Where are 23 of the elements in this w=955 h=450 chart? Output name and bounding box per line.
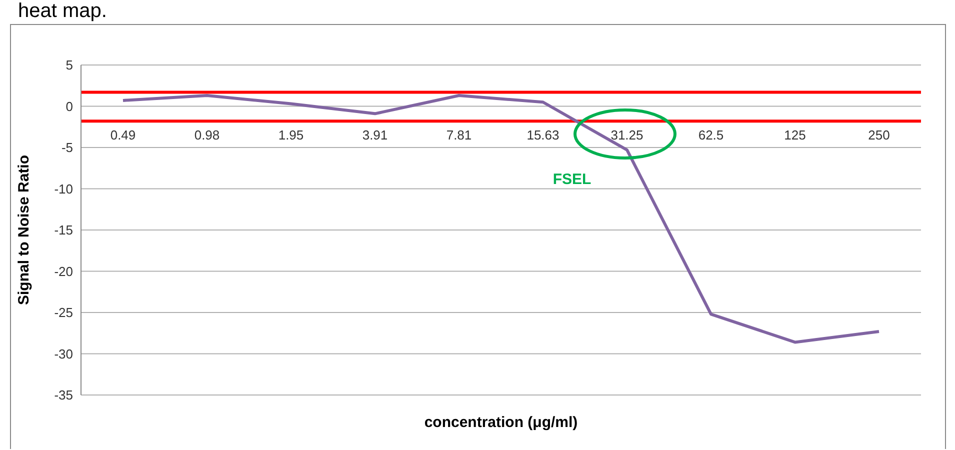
x-tick-label: 1.95 xyxy=(278,127,304,142)
x-axis-title: concentration (μg/ml) xyxy=(424,414,578,431)
annotation: FSEL xyxy=(552,170,592,188)
x-tick-label: 250 xyxy=(868,127,890,142)
x-tick-label: 0.49 xyxy=(110,127,136,142)
x-tick-label: 15.63 xyxy=(526,127,560,142)
x-tick-label: 62.5 xyxy=(698,127,724,142)
x-tick-label: 3.91 xyxy=(362,127,388,142)
y-tick-label: 0 xyxy=(66,98,73,114)
y-tick-label: -15 xyxy=(54,222,73,238)
y-tick-label: -5 xyxy=(61,140,73,156)
y-tick-label: -25 xyxy=(54,305,73,320)
x-tick-label: 0.98 xyxy=(194,127,220,142)
y-tick-label: -10 xyxy=(54,181,73,196)
y-tick-label: -20 xyxy=(54,264,73,279)
y-tick-label: -30 xyxy=(54,346,73,362)
x-tick-label: 7.81 xyxy=(446,127,472,142)
y-tick-label: -35 xyxy=(54,388,73,403)
y-axis-title: Signal to Noise Ratio xyxy=(15,154,32,306)
x-tick-label: 31.25 xyxy=(610,127,644,142)
text: heat map. xyxy=(18,0,107,22)
y-tick-label: 5 xyxy=(66,58,73,73)
x-tick-label: 125 xyxy=(784,127,806,142)
